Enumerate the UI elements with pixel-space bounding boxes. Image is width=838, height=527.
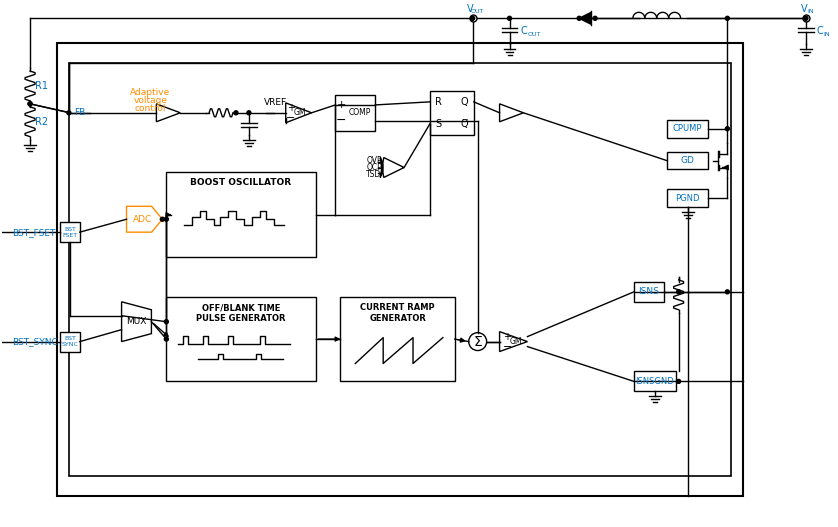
Bar xyxy=(667,189,708,207)
Text: BST
FSET: BST FSET xyxy=(62,227,77,238)
Text: FB: FB xyxy=(75,109,85,118)
Text: IN: IN xyxy=(824,32,830,37)
Text: OFF/BLANK TIME: OFF/BLANK TIME xyxy=(202,303,280,313)
Text: C: C xyxy=(817,26,824,36)
Text: MUX: MUX xyxy=(127,317,147,326)
Text: OUT: OUT xyxy=(527,32,541,37)
Text: GENERATOR: GENERATOR xyxy=(370,314,426,323)
Circle shape xyxy=(67,111,71,115)
Bar xyxy=(70,103,90,123)
Text: OUT: OUT xyxy=(471,9,484,14)
Polygon shape xyxy=(286,103,312,123)
Polygon shape xyxy=(499,331,527,352)
Text: Q̅: Q̅ xyxy=(461,119,468,129)
Bar xyxy=(340,297,455,382)
Polygon shape xyxy=(499,104,524,122)
Text: BOOST OSCILLATOR: BOOST OSCILLATOR xyxy=(190,178,292,187)
Text: R1: R1 xyxy=(35,81,49,91)
Text: −: − xyxy=(286,113,295,123)
Text: BST_SYNC: BST_SYNC xyxy=(13,337,58,346)
Circle shape xyxy=(164,337,168,341)
Bar xyxy=(69,63,732,476)
Circle shape xyxy=(28,102,32,106)
Circle shape xyxy=(577,16,581,20)
Bar xyxy=(430,91,473,135)
Circle shape xyxy=(28,102,32,106)
Text: ADC: ADC xyxy=(133,214,152,224)
Text: IN: IN xyxy=(808,9,815,14)
Text: PGND: PGND xyxy=(675,194,700,203)
Circle shape xyxy=(676,379,680,383)
Text: VREF: VREF xyxy=(264,99,287,108)
Circle shape xyxy=(471,16,474,20)
Circle shape xyxy=(468,333,487,350)
Text: Σ: Σ xyxy=(473,335,482,348)
Circle shape xyxy=(164,320,168,324)
Circle shape xyxy=(593,16,597,20)
Circle shape xyxy=(164,217,168,221)
Circle shape xyxy=(676,290,680,294)
Text: CURRENT RAMP: CURRENT RAMP xyxy=(360,303,435,313)
Text: PULSE GENERATOR: PULSE GENERATOR xyxy=(196,314,286,323)
Text: ISNSGND: ISNSGND xyxy=(635,377,674,386)
Bar xyxy=(166,172,316,257)
Polygon shape xyxy=(127,206,163,232)
Bar xyxy=(667,152,708,170)
Text: V: V xyxy=(468,4,474,14)
Bar xyxy=(59,331,80,352)
Bar xyxy=(667,120,708,138)
Text: GM: GM xyxy=(293,109,306,118)
Text: Q: Q xyxy=(461,97,468,107)
Text: control: control xyxy=(135,104,166,113)
Text: +: + xyxy=(504,331,511,341)
Text: −: − xyxy=(503,341,512,352)
Text: +: + xyxy=(287,103,295,113)
Text: BST
SYNC: BST SYNC xyxy=(61,336,78,347)
Text: ISNS: ISNS xyxy=(639,287,660,296)
Text: TSD: TSD xyxy=(366,170,381,179)
Circle shape xyxy=(247,111,251,115)
Polygon shape xyxy=(157,104,180,122)
Bar xyxy=(634,282,664,302)
Text: C: C xyxy=(520,26,527,36)
Bar xyxy=(634,372,675,392)
Circle shape xyxy=(726,290,729,294)
Polygon shape xyxy=(579,12,591,24)
Text: R: R xyxy=(436,97,442,107)
Text: GM: GM xyxy=(510,337,523,346)
Circle shape xyxy=(726,126,729,131)
Bar xyxy=(57,43,743,496)
Circle shape xyxy=(234,111,238,115)
Text: GD: GD xyxy=(680,156,695,165)
Bar xyxy=(59,222,80,242)
Text: COMP: COMP xyxy=(348,109,370,118)
Text: Adaptive: Adaptive xyxy=(130,89,171,97)
Text: OCP: OCP xyxy=(366,163,382,172)
Bar xyxy=(166,297,316,382)
Circle shape xyxy=(804,16,808,20)
Text: R2: R2 xyxy=(35,117,49,127)
Text: V: V xyxy=(800,4,807,14)
Circle shape xyxy=(160,217,164,221)
Bar xyxy=(335,95,375,131)
Text: −: − xyxy=(336,114,347,127)
Text: BST_FSET: BST_FSET xyxy=(13,228,55,237)
Text: OVP: OVP xyxy=(366,156,382,165)
Circle shape xyxy=(508,16,511,20)
Text: S: S xyxy=(436,119,442,129)
Text: CPUMP: CPUMP xyxy=(673,124,702,133)
Polygon shape xyxy=(122,302,152,341)
Circle shape xyxy=(726,16,729,20)
Text: voltage: voltage xyxy=(133,96,168,105)
Text: +: + xyxy=(337,100,346,110)
Polygon shape xyxy=(380,158,404,178)
